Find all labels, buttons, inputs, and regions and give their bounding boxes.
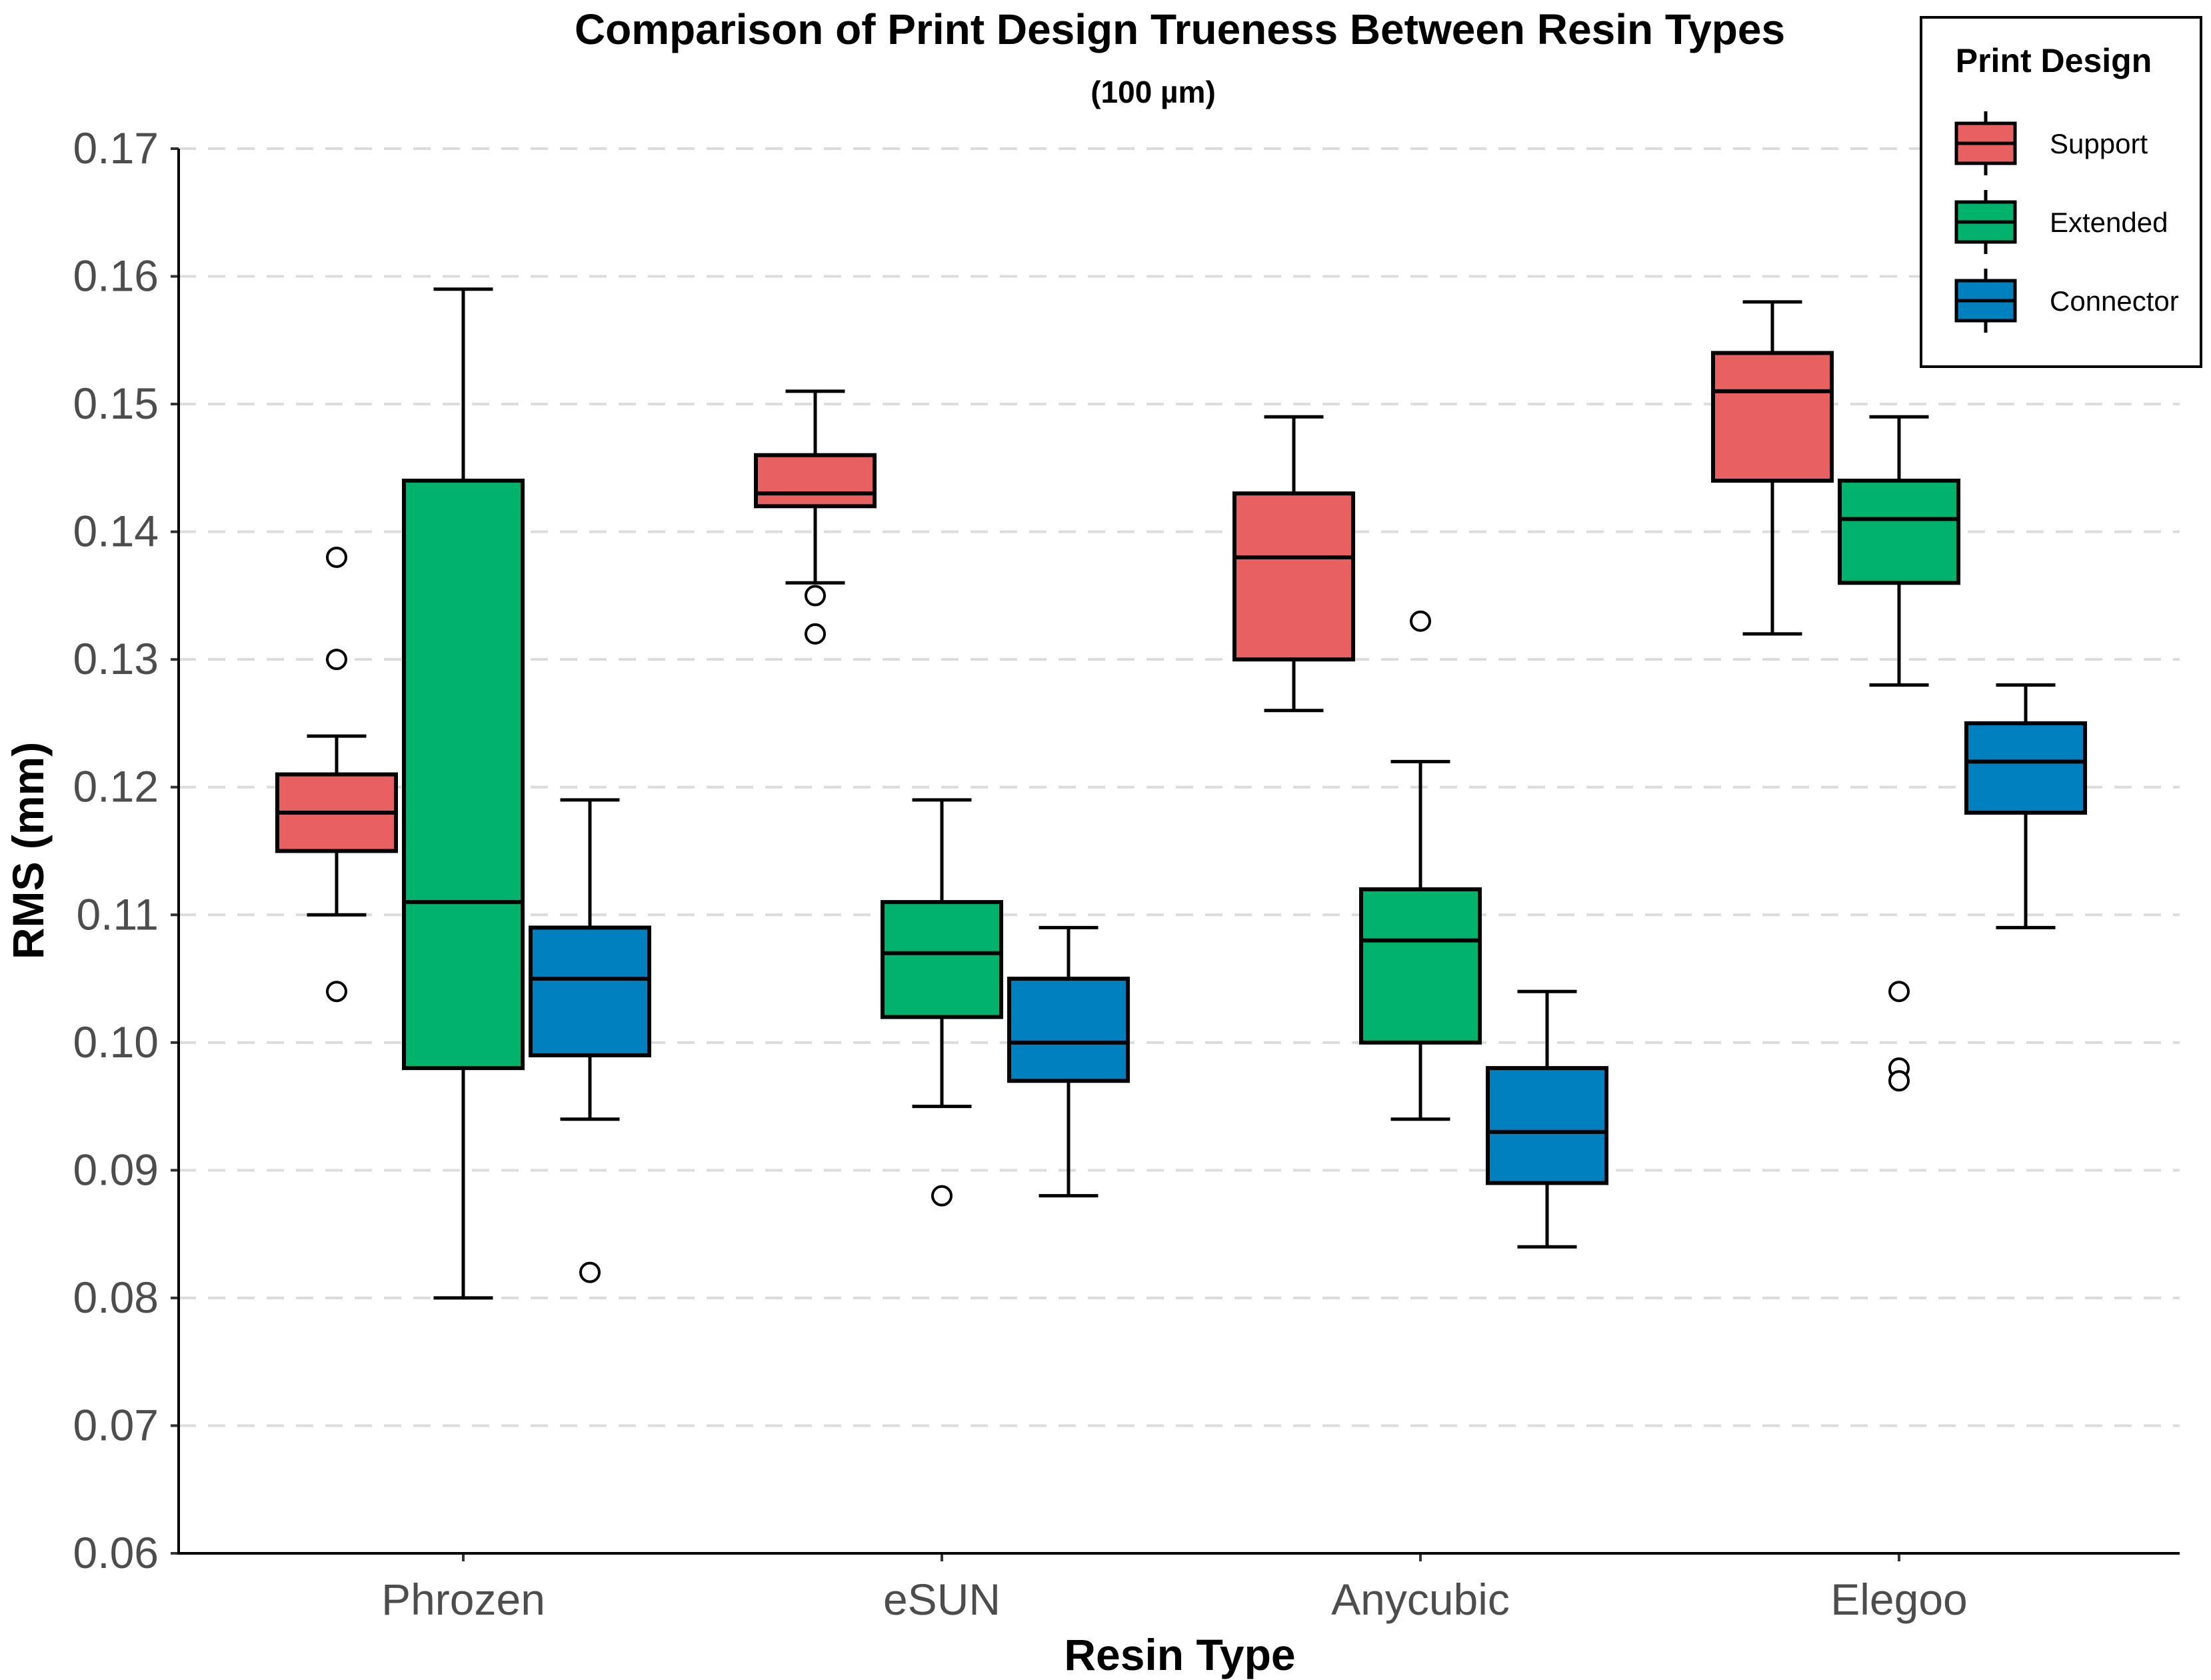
- y-tick-label: 0.14: [73, 507, 159, 556]
- box-connector-esun: [1007, 925, 1130, 1198]
- chart-title: Comparison of Print Design Trueness Betw…: [575, 5, 1785, 53]
- outlier-point: [805, 623, 826, 645]
- y-tick-label: 0.11: [76, 889, 159, 939]
- box-iqr: [1007, 977, 1130, 1083]
- legend-label: Extended: [2050, 207, 2168, 238]
- outlier-point: [326, 981, 347, 1003]
- legend-label: Connector: [2050, 285, 2179, 317]
- outlier-point: [1888, 981, 1910, 1003]
- y-tick-label: 0.09: [73, 1145, 159, 1194]
- chart-subtitle: (100 µm): [1091, 75, 1216, 109]
- y-tick-label: 0.08: [73, 1273, 159, 1322]
- legend-item-extended: Extended: [1954, 190, 2168, 254]
- outlier-point: [579, 1261, 601, 1283]
- box-connector-phrozen: [529, 798, 651, 1283]
- y-tick-label: 0.07: [73, 1400, 159, 1449]
- box-connector-elegoo: [1964, 683, 2087, 929]
- legend-item-connector: Connector: [1954, 269, 2179, 333]
- outlier-point: [805, 585, 826, 607]
- y-tick-label: 0.12: [73, 762, 159, 811]
- box-support-esun: [754, 389, 877, 645]
- box-connector-anycubic: [1486, 989, 1608, 1249]
- box-extended-elegoo: [1838, 415, 1960, 1092]
- box-iqr: [1964, 721, 2087, 815]
- y-tick-label: 0.16: [73, 251, 159, 301]
- box-iqr: [1232, 491, 1355, 662]
- x-tick-label: Anycubic: [1331, 1575, 1510, 1624]
- outlier-point: [326, 546, 347, 568]
- box-iqr: [1838, 479, 1960, 585]
- y-tick-label: 0.06: [73, 1528, 159, 1577]
- x-tick-label: Elegoo: [1830, 1575, 1968, 1624]
- box-extended-esun: [881, 798, 1003, 1207]
- box-support-elegoo: [1711, 300, 1834, 636]
- legend-title: Print Design: [1956, 42, 2152, 79]
- box-iqr: [1486, 1066, 1608, 1185]
- legend-items: Support Extended Connector: [1954, 111, 2179, 333]
- x-axis-title: Resin Type: [1064, 1630, 1295, 1679]
- box-support-anycubic: [1232, 415, 1355, 713]
- outlier-point: [931, 1185, 953, 1207]
- outlier-point: [1888, 1070, 1910, 1092]
- x-tick-label: Phrozen: [381, 1575, 545, 1624]
- legend-item-support: Support: [1954, 111, 2148, 175]
- boxes: [275, 287, 2087, 1300]
- y-axis-ticks: 0.06 0.07 0.08 0.09 0.10 0.11 0.12 0.13 0.14 0.15…: [73, 123, 179, 1577]
- box-iqr: [1711, 351, 1834, 483]
- y-tick-label: 0.10: [73, 1017, 159, 1067]
- box-iqr: [754, 453, 877, 509]
- y-axis-title: RMS (mm): [3, 742, 53, 959]
- legend-label: Support: [2050, 128, 2148, 159]
- box-iqr: [881, 900, 1003, 1019]
- y-tick-label: 0.17: [73, 123, 159, 173]
- box-iqr: [402, 479, 525, 1071]
- box-extended-phrozen: [402, 287, 525, 1300]
- box-iqr: [529, 925, 651, 1057]
- box-support-phrozen: [275, 546, 398, 1003]
- box-iqr: [1359, 887, 1482, 1045]
- box-extended-anycubic: [1359, 610, 1482, 1121]
- x-tick-label: eSUN: [883, 1575, 1001, 1624]
- x-axis-ticks: Phrozen eSUN Anycubic Elegoo: [381, 1553, 1968, 1624]
- outlier-point: [1410, 610, 1431, 632]
- y-tick-label: 0.15: [73, 379, 159, 428]
- legend: Print Design Support Extended Connector: [1920, 16, 2202, 368]
- y-tick-label: 0.13: [73, 634, 159, 683]
- outlier-point: [326, 649, 347, 671]
